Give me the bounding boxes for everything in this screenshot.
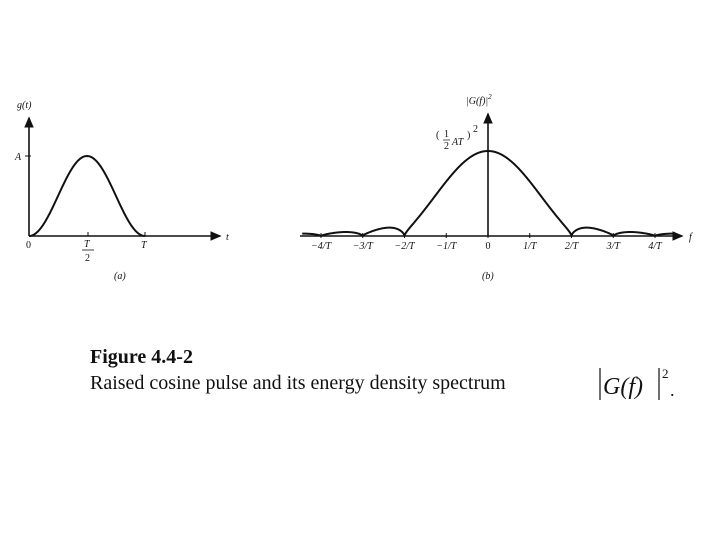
panel-b-tick-label: 2/T [565, 241, 580, 252]
svg-text:(: ( [436, 130, 440, 141]
caption-body: Raised cosine pulse and its energy densi… [90, 372, 506, 394]
panel-b-tick-label: −3/T [353, 241, 375, 252]
panel-a-tick-half-den: 2 [85, 253, 90, 264]
panel-a: g(t) A t 0 T 2 T (a) [14, 100, 229, 282]
figure-caption: Figure 4.4-2 Raised cosine pulse and its… [90, 344, 506, 396]
panel-b-ticks: −4/T −3/T −2/T −1/T 0 1/T 2/T 3/T 4/T [311, 233, 663, 252]
raised-cosine-pulse [28, 154, 146, 237]
panel-b: −4/T −3/T −2/T −1/T 0 1/T 2/T 3/T 4/T |G(f)|2 ( … [300, 93, 693, 282]
panel-b-tick-label: 1/T [523, 241, 538, 252]
svg-text:2: 2 [473, 124, 478, 135]
panel-a-tick-end: T [141, 240, 148, 251]
panel-a-tick-zero: 0 [26, 240, 31, 251]
svg-text:1: 1 [444, 129, 449, 140]
energy-spectrum-curve [302, 149, 674, 238]
panel-b-tick-label: −1/T [436, 241, 458, 252]
panel-b-tick-label: 0 [486, 241, 491, 252]
panel-a-xlabel: t [226, 232, 229, 243]
caption-title: Figure 4.4-2 [90, 346, 193, 368]
panel-b-tag: (b) [482, 271, 494, 282]
panel-a-amplitude-label: A [14, 152, 22, 163]
panel-b-ylabel: |G(f)|2 [466, 93, 492, 107]
svg-text:): ) [467, 130, 470, 141]
panel-b-peak-label: ( 1 2 AT ) 2 [436, 124, 478, 152]
panel-b-tick-label: −2/T [394, 241, 416, 252]
formula-main: G(f) [603, 374, 643, 400]
svg-text:AT: AT [451, 137, 465, 148]
formula-exponent: 2 [662, 366, 669, 381]
panel-a-ylabel: g(t) [17, 100, 32, 111]
caption-formula: G(f) 2 . [599, 366, 675, 400]
panel-b-tick-label: −4/T [311, 241, 333, 252]
svg-text:2: 2 [444, 141, 449, 152]
figure-graphic: g(t) A t 0 T 2 T (a) −4/T −3/T −2/T −1/T 0 1/… [14, 93, 693, 282]
panel-b-xlabel: f [689, 232, 693, 243]
panel-a-tick-half-num: T [84, 239, 91, 250]
panel-a-tag: (a) [114, 271, 126, 282]
panel-b-tick-label: 3/T [606, 241, 622, 252]
formula-period: . [670, 380, 675, 400]
panel-b-tick-label: 4/T [648, 241, 663, 252]
